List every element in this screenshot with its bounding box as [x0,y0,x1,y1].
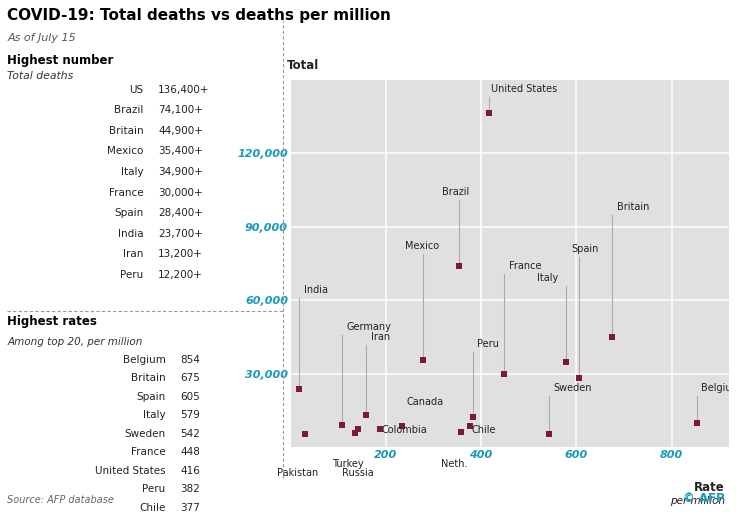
Point [456,428,467,436]
Text: Pakistan: Pakistan [277,468,318,478]
Text: Brazil: Brazil [442,187,470,197]
Text: France: France [509,261,541,271]
Point [691,419,703,427]
Text: 854: 854 [180,355,200,364]
Text: Russia: Russia [342,468,374,478]
Text: United States: United States [95,466,166,475]
Text: Source: AFP database: Source: AFP database [7,495,114,505]
Text: Turkey: Turkey [332,460,364,469]
Point [464,421,476,430]
Text: Britain: Britain [131,373,166,383]
Text: Highest rates: Highest rates [7,315,97,328]
Text: 448: 448 [180,447,200,457]
Point [352,425,364,433]
Point [336,421,348,429]
Text: 28,400+: 28,400+ [158,208,203,218]
Point [350,429,361,437]
Text: 30,000+: 30,000+ [158,188,203,197]
Text: Spain: Spain [572,244,599,253]
Text: 416: 416 [180,466,200,475]
Text: Italy: Italy [537,273,558,283]
Point [396,421,408,430]
Text: Peru: Peru [120,270,144,280]
Text: Belgium: Belgium [123,355,166,364]
Text: per million: per million [670,496,725,506]
Text: 377: 377 [180,503,200,512]
Text: Brazil: Brazil [114,105,144,115]
Point [560,358,572,366]
Text: Rate: Rate [694,481,725,493]
Text: 35,400+: 35,400+ [158,146,203,156]
Text: France: France [109,188,144,197]
Text: Mexico: Mexico [405,241,439,251]
Text: Peru: Peru [142,484,166,494]
Text: Belgium: Belgium [701,383,736,393]
Text: US: US [130,85,144,95]
Text: 675: 675 [180,373,200,383]
Text: Total deaths: Total deaths [7,71,74,81]
Text: 74,100+: 74,100+ [158,105,203,115]
Point [498,370,510,378]
Text: Total: Total [287,59,319,72]
Text: Germany: Germany [347,322,392,332]
Text: © AFP: © AFP [683,492,725,505]
Text: Mexico: Mexico [107,146,144,156]
Point [299,430,311,438]
Text: Colombia: Colombia [381,425,427,435]
Text: Sweden: Sweden [553,383,592,393]
Text: Among top 20, per million: Among top 20, per million [7,337,143,346]
Text: Britain: Britain [109,126,144,136]
Text: Neth.: Neth. [441,460,467,469]
Text: 44,900+: 44,900+ [158,126,203,136]
Point [467,413,478,421]
Point [293,385,305,393]
Text: Italy: Italy [121,167,144,177]
Point [360,411,372,419]
Text: India: India [118,229,144,238]
Point [606,333,618,341]
Text: As of July 15: As of July 15 [7,33,76,43]
Text: COVID-19: Total deaths vs deaths per million: COVID-19: Total deaths vs deaths per mil… [7,8,392,23]
Text: Chile: Chile [472,425,496,435]
Text: Italy: Italy [143,410,166,420]
Point [453,262,465,270]
Point [543,430,555,438]
Text: 12,200+: 12,200+ [158,270,203,280]
Text: Canada: Canada [406,397,444,407]
Text: 23,700+: 23,700+ [158,229,203,238]
Point [573,374,584,382]
Text: 13,200+: 13,200+ [158,249,203,259]
Text: Highest number: Highest number [7,54,114,67]
Point [483,109,495,117]
Text: India: India [304,285,328,295]
Text: 136,400+: 136,400+ [158,85,210,95]
Text: Sweden: Sweden [124,429,166,438]
Text: Britain: Britain [617,202,649,212]
Text: 605: 605 [180,392,200,401]
Point [375,425,386,433]
Point [417,356,429,364]
Text: 579: 579 [180,410,200,420]
Text: Iran: Iran [123,249,144,259]
Text: Peru: Peru [478,339,499,349]
Text: Spain: Spain [136,392,166,401]
Text: Iran: Iran [371,332,390,342]
Text: 542: 542 [180,429,200,438]
Text: Chile: Chile [139,503,166,512]
Text: France: France [131,447,166,457]
Text: 34,900+: 34,900+ [158,167,203,177]
Text: 382: 382 [180,484,200,494]
Text: Spain: Spain [114,208,144,218]
Text: United States: United States [491,84,557,95]
